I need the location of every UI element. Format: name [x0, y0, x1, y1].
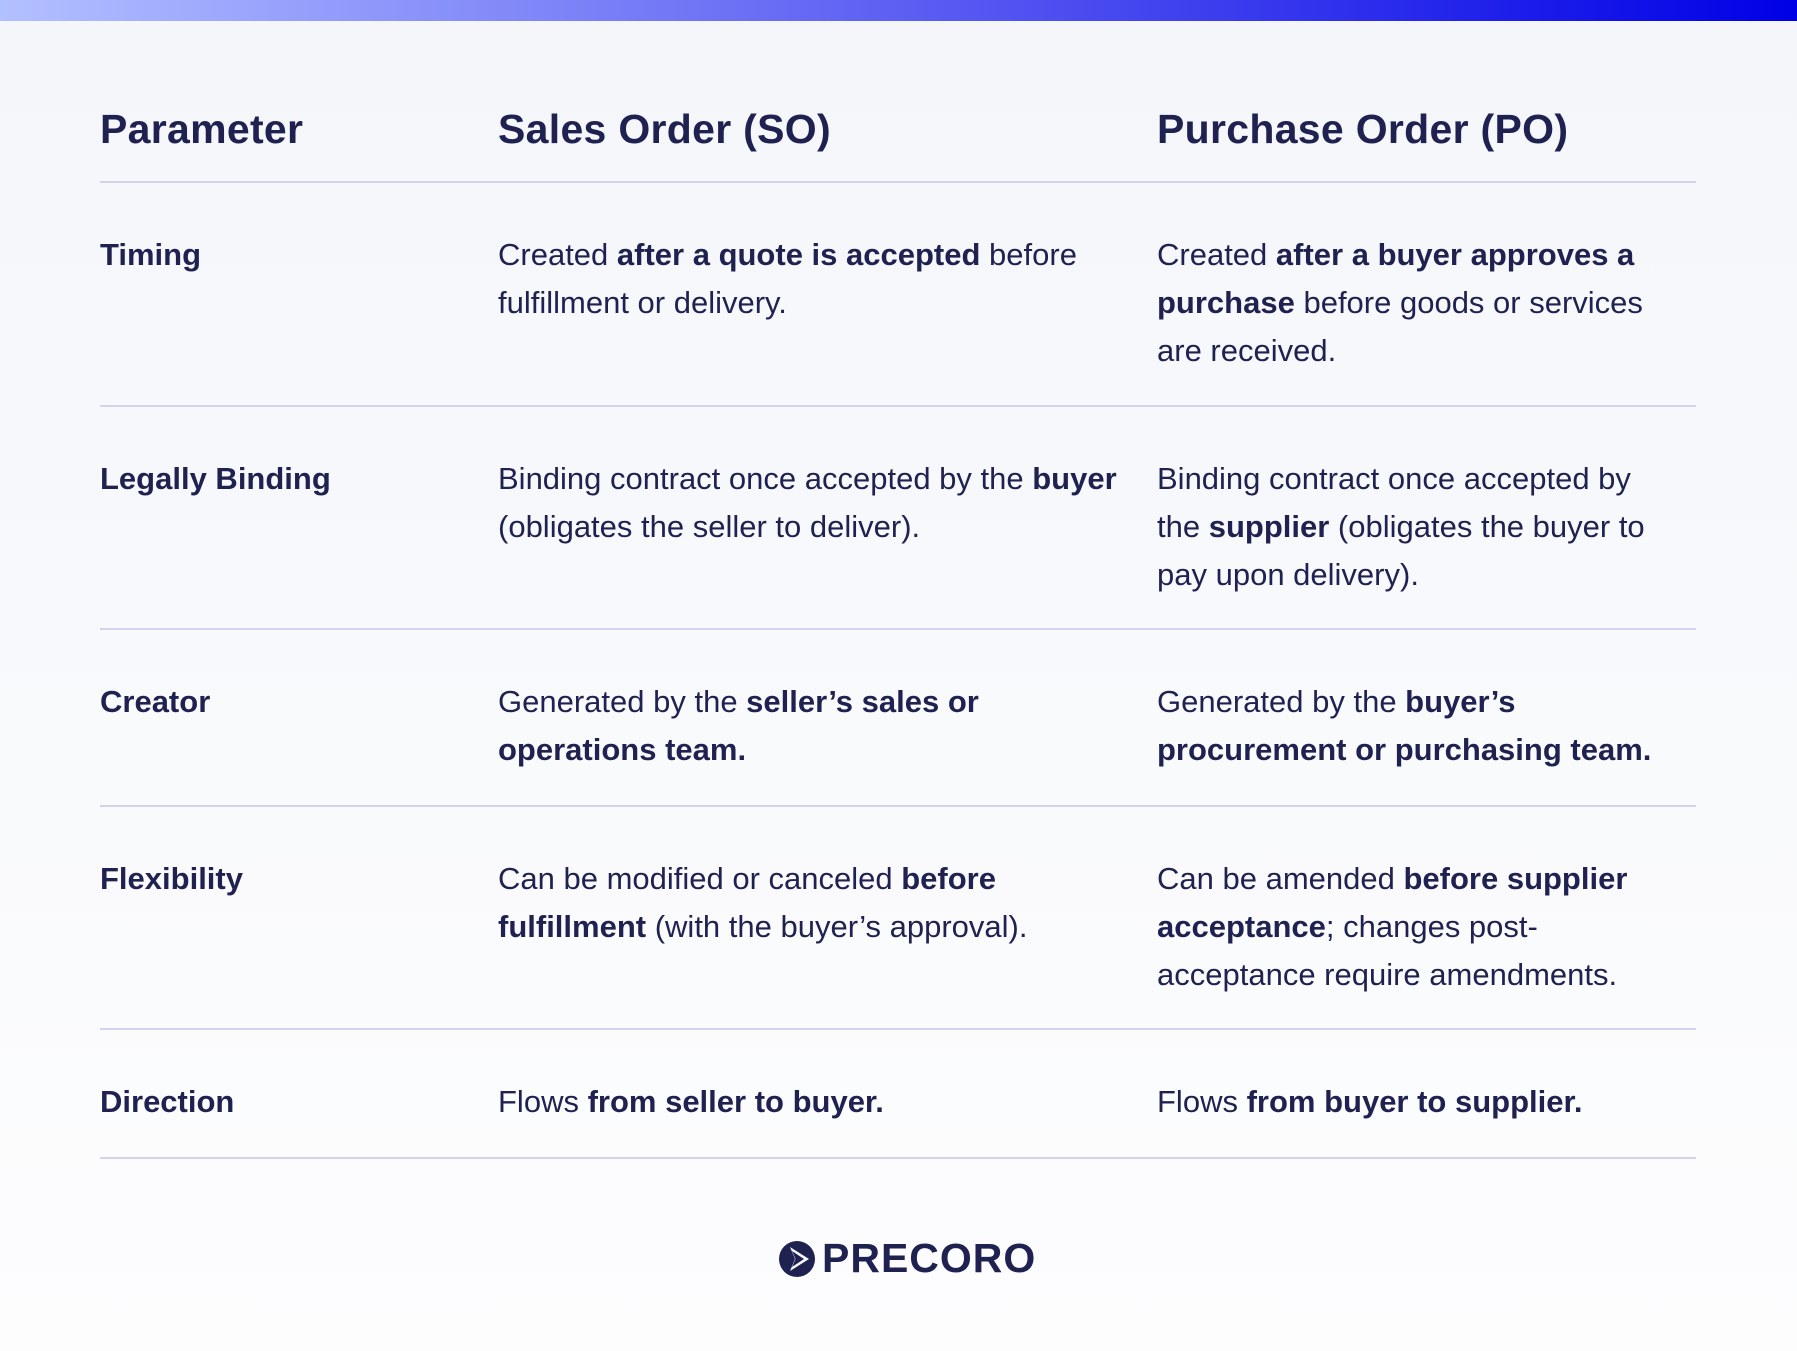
text: Can be amended	[1157, 861, 1404, 896]
table-row: Creator Generated by the seller’s sales o…	[100, 630, 1696, 807]
bold-text: buyer’s procurement or purchasing team.	[1157, 684, 1652, 767]
text: (obligates the buyer to pay upon deliver…	[1157, 509, 1645, 592]
sales-order-cell: Created after a quote is accepted before…	[498, 183, 1157, 405]
parameter-cell: Direction	[100, 1084, 235, 1119]
bold-text: after a quote is accepted	[616, 237, 981, 272]
text: Can be modified or canceled	[498, 861, 902, 896]
bold-text: after a buyer approves a purchase	[1157, 237, 1635, 320]
parameter-cell: Timing	[100, 237, 202, 272]
header-purchase-order: Purchase Order (PO)	[1157, 106, 1569, 152]
text: Generated by the	[498, 684, 747, 719]
top-gradient-bar	[0, 0, 1797, 21]
table-row: Flexibility Can be modified or canceled b…	[100, 807, 1696, 1030]
purchase-order-cell: Can be amended before supplier acceptanc…	[1157, 807, 1696, 1028]
bold-text: from seller to buyer.	[587, 1084, 884, 1119]
text: before fulfillment or delivery.	[498, 237, 1077, 320]
play-circle-logo-icon	[779, 1240, 815, 1277]
bold-text: buyer	[1032, 461, 1117, 496]
logo-text: PRECORO	[822, 1235, 1037, 1281]
table-row: Legally Binding Binding contract once acc…	[100, 407, 1696, 630]
text: Flows	[1157, 1084, 1247, 1119]
text: Generated by the	[1157, 684, 1406, 719]
text: Created	[498, 237, 617, 272]
header-sales-order: Sales Order (SO)	[498, 106, 831, 152]
bold-text: from buyer to supplier.	[1246, 1084, 1583, 1119]
table-row: Direction Flows from seller to buyer. Flow…	[100, 1030, 1696, 1159]
bold-text: seller’s sales or operations team.	[498, 684, 979, 767]
bold-text: supplier	[1208, 509, 1330, 544]
header-parameter: Parameter	[100, 106, 304, 152]
parameter-cell: Flexibility	[100, 861, 243, 896]
purchase-order-cell: Binding contract once accepted by the su…	[1157, 407, 1696, 628]
sales-order-cell: Can be modified or canceled before fulfi…	[498, 807, 1157, 1028]
parameter-cell: Legally Binding	[100, 461, 331, 496]
sales-order-cell: Generated by the seller’s sales or opera…	[498, 630, 1157, 805]
bold-text: before fulfillment	[498, 861, 996, 944]
table-header: Parameter Sales Order (SO) Purchase Orde…	[100, 78, 1696, 183]
parameter-cell: Creator	[100, 684, 211, 719]
sales-order-cell: Flows from seller to buyer.	[498, 1030, 1157, 1157]
text: Binding contract once accepted by the	[1157, 461, 1631, 544]
text: Created	[1157, 237, 1276, 272]
comparison-table: Parameter Sales Order (SO) Purchase Orde…	[100, 78, 1696, 1159]
purchase-order-cell: Flows from buyer to supplier.	[1157, 1030, 1696, 1157]
text: ; changes post-acceptance require amendm…	[1157, 909, 1618, 992]
precoro-logo: PRECORO	[778, 1235, 1036, 1282]
text: before goods or services are received.	[1157, 285, 1643, 368]
sales-order-cell: Binding contract once accepted by the bu…	[498, 407, 1157, 628]
table-row: Timing Created after a quote is accepted …	[100, 183, 1696, 407]
purchase-order-cell: Generated by the buyer’s procurement or …	[1157, 630, 1696, 805]
bold-text: before supplier acceptance	[1157, 861, 1628, 944]
purchase-order-cell: Created after a buyer approves a purchas…	[1157, 183, 1696, 405]
text: Flows	[498, 1084, 588, 1119]
text: Binding contract once accepted by the	[498, 461, 1033, 496]
text: (obligates the seller to deliver).	[498, 509, 921, 544]
text: (with the buyer’s approval).	[646, 909, 1028, 944]
